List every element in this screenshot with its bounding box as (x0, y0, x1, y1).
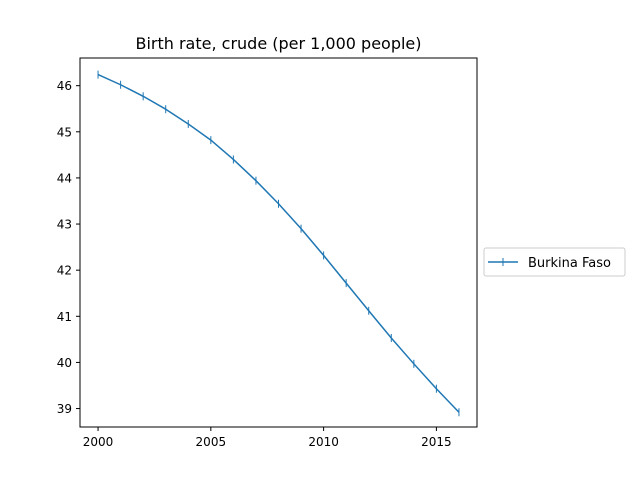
y-tick-label: 43 (57, 218, 72, 232)
legend: Burkina Faso (483, 247, 626, 277)
legend-label: Burkina Faso (528, 256, 611, 271)
x-tick-label: 2005 (196, 435, 227, 449)
y-tick-label: 45 (57, 125, 72, 139)
legend-box (483, 247, 626, 277)
y-tick-label: 41 (57, 310, 72, 324)
x-tick-label: 2015 (421, 435, 452, 449)
y-tick-label: 42 (57, 264, 72, 278)
axes-frame (79, 57, 478, 428)
y-tick-label: 46 (57, 79, 72, 93)
y-tick-label: 44 (57, 171, 72, 185)
y-tick-label: 39 (57, 402, 72, 416)
x-tick-label: 2010 (308, 435, 339, 449)
y-tick-label: 40 (57, 356, 72, 370)
chart-title: Birth rate, crude (per 1,000 people) (135, 34, 421, 53)
x-tick-label: 2000 (83, 435, 114, 449)
plot-area: 2000 2005 2010 2015 39 40 41 42 43 44 45 46 (57, 70, 460, 449)
